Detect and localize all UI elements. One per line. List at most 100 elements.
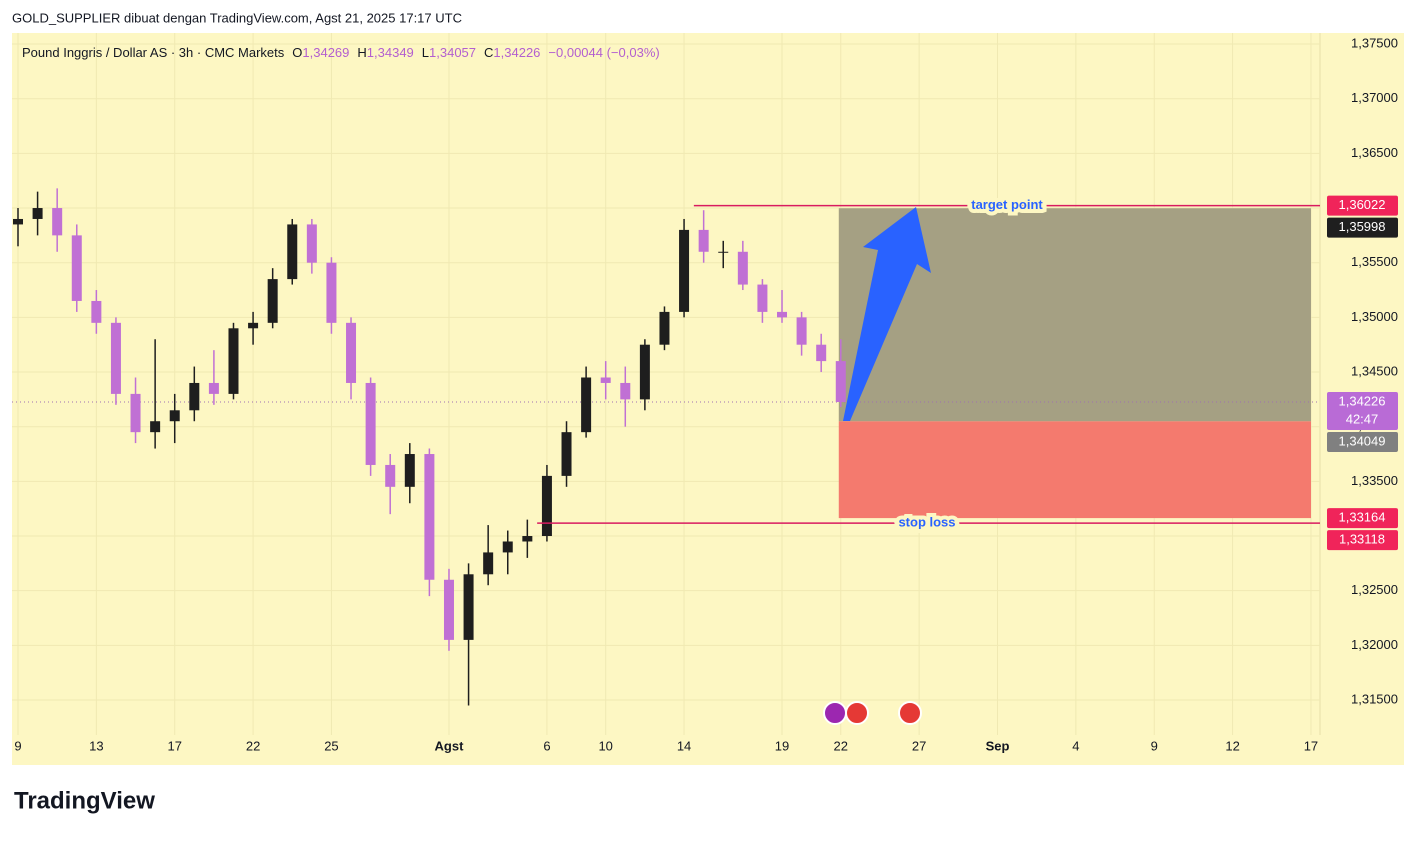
loss-zone [838, 421, 1311, 519]
x-tick-label: 13 [89, 738, 103, 753]
x-tick-label: 22 [246, 738, 260, 753]
x-tick-label: 10 [598, 738, 612, 753]
candle-body [365, 382, 376, 465]
x-tick-label: 17 [167, 738, 181, 753]
candle-body [620, 382, 631, 400]
candle-body [404, 454, 415, 487]
y-tick-label: 1,31500 [1351, 691, 1398, 706]
y-tick-label: 1,34500 [1351, 363, 1398, 378]
ohlc-legend: Pound Inggris / Dollar AS · 3h · CMC Mar… [22, 45, 660, 60]
candle-body [463, 574, 474, 640]
event-icon [898, 701, 922, 725]
y-tick-label: 1,33500 [1351, 473, 1398, 488]
candle-body [267, 279, 278, 323]
candle-body [581, 377, 592, 433]
candle-body [698, 229, 709, 252]
x-tick-label: 9 [1151, 738, 1158, 753]
candle-body [522, 536, 533, 542]
legend-key: L [422, 45, 429, 60]
candle-body [483, 552, 494, 575]
x-tick-label: 19 [775, 738, 789, 753]
level-label: target point [971, 197, 1043, 212]
candle-body [541, 475, 552, 537]
candle-body [777, 311, 788, 318]
candle-body [248, 322, 259, 329]
y-tick-label: 1,35000 [1351, 309, 1398, 324]
candle-body [679, 229, 690, 312]
candle-body [52, 208, 63, 236]
x-tick-label: 4 [1072, 738, 1079, 753]
x-tick-label: 27 [912, 738, 926, 753]
candle-body [13, 218, 23, 225]
x-tick-label: 9 [14, 738, 21, 753]
legend-key: O [292, 45, 302, 60]
candle-body [71, 235, 82, 301]
arrow [843, 207, 931, 421]
x-tick-label: 22 [834, 738, 848, 753]
candle-body [150, 421, 161, 433]
legend-value: 1,34057 [429, 45, 476, 60]
x-tick-label: 14 [677, 738, 691, 753]
candle-body [110, 322, 121, 394]
price-label-box [1327, 217, 1398, 238]
y-tick-label: 1,37000 [1351, 90, 1398, 105]
y-tick-label: 1,32500 [1351, 582, 1398, 597]
symbol: Pound Inggris / Dollar AS · 3h · CMC Mar… [22, 45, 285, 60]
legend-value: 1,34269 [302, 45, 349, 60]
candle-body [443, 579, 454, 640]
candle-body [835, 361, 846, 402]
price-countdown: 42:47 [1346, 411, 1379, 426]
y-tick-label: 1,37500 [1351, 35, 1398, 50]
candle-body [208, 382, 219, 394]
candle-body [326, 262, 337, 323]
candle-body [659, 311, 670, 345]
price-label: 1,34226 [1339, 393, 1386, 408]
legend-value: 1,34349 [367, 45, 414, 60]
candle-body [757, 284, 768, 312]
candle-body [91, 300, 102, 323]
price-label: 1,33164 [1339, 510, 1386, 525]
legend-change: −0,00044 (−0,03%) [548, 45, 659, 60]
price-label: 1,36022 [1339, 197, 1386, 212]
candle-body [424, 454, 435, 580]
candle-body [639, 344, 650, 400]
candle-body [796, 317, 807, 345]
price-label-box [1327, 431, 1398, 452]
price-label-box [1327, 530, 1398, 551]
event-icon [823, 701, 847, 725]
price-label-box [1327, 508, 1398, 529]
event-icon [845, 701, 869, 725]
candle-body [346, 322, 357, 383]
y-tick-label: 1,32000 [1351, 637, 1398, 652]
candle-body [502, 541, 513, 553]
y-tick-label: 1,36500 [1351, 145, 1398, 160]
x-tick-label: 12 [1225, 738, 1239, 753]
x-tick-label: Agst [435, 738, 465, 753]
x-tick-label: 17 [1304, 738, 1318, 753]
price-label-box [1327, 195, 1398, 216]
logo: TradingView [14, 787, 155, 814]
candle-body [189, 382, 200, 411]
candle-body [600, 377, 611, 383]
candle-body [561, 432, 572, 476]
header-title: GOLD_SUPPLIER dibuat dengan TradingView.… [12, 10, 462, 25]
candle-body [737, 251, 748, 285]
legend-key: C [484, 45, 493, 60]
price-label-box [1327, 391, 1398, 430]
price-label: 1,33118 [1339, 532, 1385, 547]
level-label: stop loss [898, 515, 955, 530]
candle-body [169, 410, 180, 422]
candle-body [816, 344, 827, 362]
price-label: 1,34049 [1339, 433, 1386, 448]
x-tick-label: Sep [986, 738, 1010, 753]
candle-body [287, 224, 298, 280]
candle-body [306, 224, 317, 263]
price-label: 1,35998 [1339, 219, 1386, 234]
candle-body [718, 251, 729, 253]
candle-body [228, 328, 239, 394]
legend-key: H [357, 45, 366, 60]
event-icons [823, 701, 922, 725]
candle-body [130, 393, 141, 433]
